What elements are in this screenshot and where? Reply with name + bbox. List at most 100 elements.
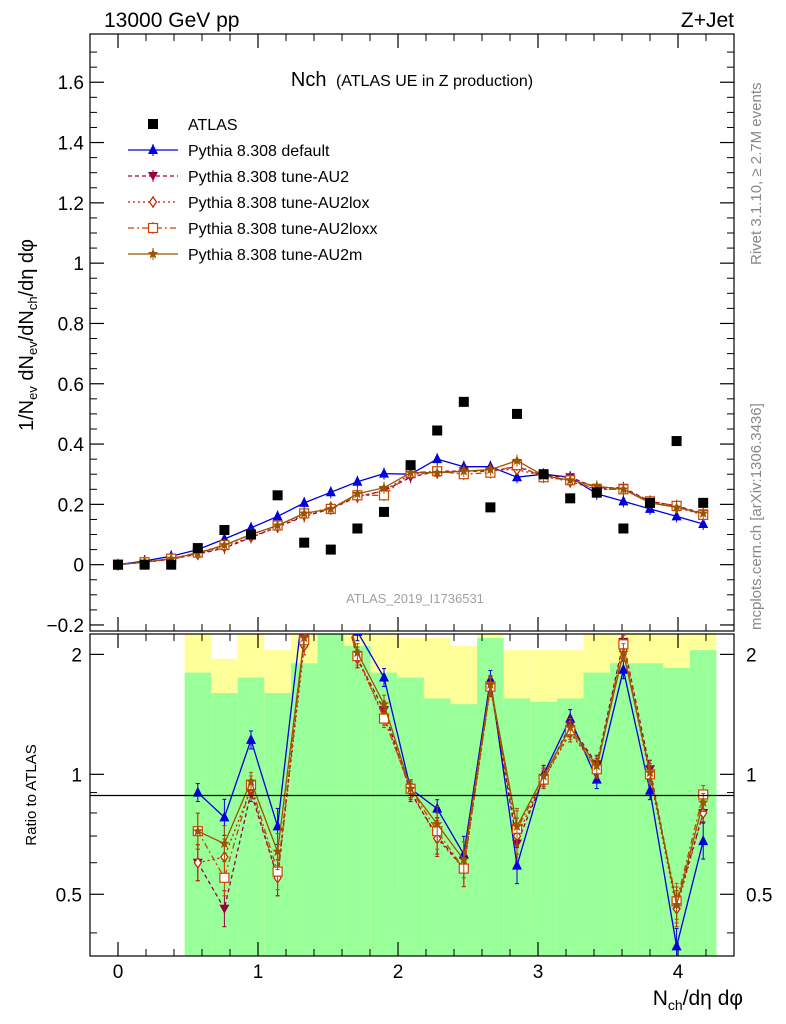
- mcplots-label: mcplots.cern.ch [arXiv:1306.3436]: [748, 403, 765, 630]
- legend-marker: [148, 172, 158, 181]
- ratio-point: [378, 698, 390, 709]
- series-point: [591, 480, 603, 491]
- header-right: Z+Jet: [681, 9, 734, 32]
- data-point: [591, 487, 602, 498]
- ratio-y-axis: 0.5 0.5 1 1 2 2: [56, 645, 772, 934]
- data-point: [246, 529, 256, 540]
- data-point: [671, 436, 682, 447]
- header-left: 13000 GeV pp: [104, 9, 239, 32]
- ratio-tick-label-right: 0.5: [746, 885, 772, 906]
- ratio-line: [197, 634, 704, 902]
- series-point: [325, 503, 337, 514]
- atlas-data: [113, 396, 709, 570]
- series-point: [564, 474, 576, 485]
- legend-label: Pythia 8.308 tune-AU2lox: [188, 195, 369, 212]
- legend-entry: Pythia 8.308 default: [128, 143, 330, 160]
- ratio-point: [219, 904, 230, 914]
- y-tick-label: 0.2: [58, 495, 84, 516]
- data-point: [405, 460, 416, 471]
- ratio-point: [193, 856, 203, 869]
- ratio-point: [511, 820, 523, 831]
- legend-marker: [148, 119, 158, 129]
- ratio-point: [246, 733, 256, 744]
- series-point: [618, 483, 629, 494]
- band-inner: [344, 645, 371, 956]
- y-tick-label: −0.2: [46, 616, 84, 637]
- ratio-point: [538, 770, 549, 781]
- band-inner: [290, 663, 318, 956]
- series-point: [512, 471, 522, 482]
- legend-marker: [147, 248, 159, 259]
- ratio-point: [299, 590, 309, 600]
- ratio-point: [245, 775, 257, 786]
- series-point: [246, 521, 256, 532]
- ratio-point: [512, 859, 522, 870]
- x-tick-label: 2: [393, 962, 404, 983]
- main-y-axis: −0.2 0 0.2 0.4 0.6 0.8 1 1.2 1.4 1.6: [46, 51, 734, 637]
- legend-entry: Pythia 8.308 tune-AU2lox: [128, 195, 369, 212]
- y-tick-label: 1.2: [58, 194, 84, 215]
- ratio-series-4: [192, 634, 709, 924]
- series-point: [432, 453, 443, 464]
- plot-title-sub: (ATLAS UE in Z production): [336, 73, 533, 90]
- data-point: [299, 537, 310, 548]
- series-point: [352, 488, 363, 499]
- ratio-point: [219, 838, 230, 849]
- legend-label: Pythia 8.308 tune-AU2: [188, 169, 349, 186]
- data-point: [645, 497, 655, 508]
- ratio-line: [197, 634, 704, 906]
- ratio-point: [458, 854, 470, 865]
- series-point: [165, 553, 177, 564]
- ratio-point: [219, 872, 230, 883]
- series-point: [219, 539, 230, 550]
- y-tick-label: 1.6: [58, 73, 84, 94]
- plot-title-main: Nch: [291, 69, 327, 91]
- legend-marker: [148, 144, 158, 154]
- data-point: [113, 559, 123, 570]
- data-point: [192, 543, 203, 554]
- series-point: [272, 519, 283, 530]
- ratio-point: [591, 760, 603, 771]
- ratio-point: [431, 818, 443, 829]
- y-tick-label: 0.4: [58, 435, 85, 456]
- series-point: [671, 501, 682, 512]
- ratio-point: [564, 722, 576, 733]
- ratio-point: [645, 784, 655, 795]
- series-point: [485, 464, 496, 475]
- data-point: [698, 497, 709, 508]
- band-inner: [530, 701, 557, 956]
- ratio-point: [192, 825, 204, 836]
- ratio-tick-label: 0.5: [56, 885, 82, 906]
- series-point: [325, 486, 336, 497]
- x-tick-label: 4: [673, 962, 684, 983]
- legend-marker: [147, 222, 159, 234]
- band-inner: [450, 704, 478, 956]
- watermark: ATLAS_2019_I1736531: [346, 591, 484, 606]
- ratio-point: [618, 663, 629, 674]
- ratio-point: [379, 671, 389, 682]
- legend-entry: Pythia 8.308 tune-AU2: [128, 169, 349, 186]
- legend-entry: Pythia 8.308 tune-AU2loxx: [128, 221, 377, 238]
- legend-label: Pythia 8.308 tune-AU2loxx: [188, 221, 377, 238]
- data-point: [512, 408, 522, 419]
- data-point: [618, 523, 629, 534]
- data-point: [538, 469, 549, 480]
- y-tick-label: 0.8: [58, 314, 84, 335]
- data-point: [166, 559, 177, 570]
- x-axis-label: Nch/dη dφ: [653, 987, 743, 1013]
- plot-title: Nch (ATLAS UE in Z production): [291, 69, 533, 91]
- series-point: [379, 467, 389, 478]
- series-point: [511, 455, 523, 466]
- data-point: [485, 502, 496, 513]
- data-point: [432, 425, 443, 436]
- ratio-point: [671, 899, 682, 910]
- series-point: [431, 467, 443, 478]
- y-tick-label: 1: [73, 254, 84, 275]
- legend-label: Pythia 8.308 tune-AU2m: [188, 247, 362, 264]
- data-point: [565, 493, 576, 504]
- legend-entry: ATLAS: [148, 117, 238, 134]
- series-point: [458, 465, 470, 476]
- series-point: [378, 482, 390, 493]
- x-tick-label: 0: [113, 962, 124, 983]
- series-point: [698, 517, 709, 528]
